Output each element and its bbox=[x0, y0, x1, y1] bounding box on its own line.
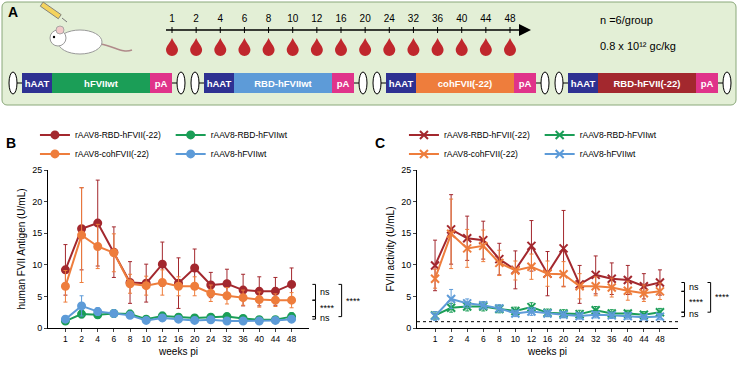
svg-text:6: 6 bbox=[112, 334, 117, 344]
svg-text:ns: ns bbox=[320, 313, 330, 323]
svg-text:RBD-hFVIIwt: RBD-hFVIIwt bbox=[254, 78, 312, 89]
svg-text:16: 16 bbox=[335, 13, 347, 24]
svg-text:25: 25 bbox=[32, 165, 42, 175]
svg-text:0: 0 bbox=[37, 323, 42, 333]
svg-text:10: 10 bbox=[287, 13, 299, 24]
svg-text:6: 6 bbox=[481, 334, 486, 344]
svg-text:48: 48 bbox=[504, 13, 516, 24]
svg-text:8: 8 bbox=[497, 334, 502, 344]
svg-text:rAAV8-RBD-hFVIIwt: rAAV8-RBD-hFVIIwt bbox=[580, 130, 657, 140]
svg-text:hAAT: hAAT bbox=[571, 78, 596, 89]
svg-text:2: 2 bbox=[193, 13, 199, 24]
svg-text:24: 24 bbox=[575, 334, 585, 344]
svg-text:4: 4 bbox=[95, 334, 100, 344]
svg-text:hFVIIwt: hFVIIwt bbox=[84, 78, 119, 89]
svg-text:20: 20 bbox=[559, 334, 569, 344]
svg-text:1: 1 bbox=[433, 334, 438, 344]
svg-text:rAAV8-cohFVII(-22): rAAV8-cohFVII(-22) bbox=[444, 149, 518, 159]
svg-text:6: 6 bbox=[242, 13, 248, 24]
svg-text:25: 25 bbox=[401, 165, 411, 175]
svg-text:5: 5 bbox=[37, 292, 42, 302]
svg-text:12: 12 bbox=[311, 13, 323, 24]
svg-text:10: 10 bbox=[141, 334, 151, 344]
svg-text:RBD-hFVII(-22): RBD-hFVII(-22) bbox=[613, 78, 680, 89]
svg-text:10: 10 bbox=[32, 260, 42, 270]
svg-text:hAAT: hAAT bbox=[389, 78, 414, 89]
svg-text:rAAV8-RBD-hFVII(-22): rAAV8-RBD-hFVII(-22) bbox=[75, 130, 161, 140]
svg-text:20: 20 bbox=[32, 197, 42, 207]
svg-text:ns: ns bbox=[320, 287, 330, 297]
svg-text:weeks pi: weeks pi bbox=[158, 346, 198, 357]
svg-text:****: **** bbox=[320, 303, 335, 313]
svg-text:48: 48 bbox=[287, 334, 297, 344]
svg-text:8: 8 bbox=[128, 334, 133, 344]
svg-text:ns: ns bbox=[689, 282, 699, 292]
svg-text:36: 36 bbox=[432, 13, 444, 24]
svg-text:15: 15 bbox=[32, 228, 42, 238]
svg-text:20: 20 bbox=[401, 197, 411, 207]
svg-text:15: 15 bbox=[401, 228, 411, 238]
svg-text:rAAV8-RBD-hFVII(-22): rAAV8-RBD-hFVII(-22) bbox=[444, 130, 530, 140]
svg-text:C: C bbox=[375, 135, 385, 151]
svg-text:44: 44 bbox=[271, 334, 281, 344]
svg-text:human FVII Antigen (U/mL): human FVII Antigen (U/mL) bbox=[16, 188, 27, 309]
svg-text:FVII activity (U/mL): FVII activity (U/mL) bbox=[385, 206, 396, 291]
svg-text:hAAT: hAAT bbox=[25, 78, 50, 89]
svg-text:pA: pA bbox=[701, 78, 714, 89]
svg-text:rAAV8-cohFVII(-22): rAAV8-cohFVII(-22) bbox=[75, 149, 149, 159]
svg-text:4: 4 bbox=[218, 13, 224, 24]
svg-text:32: 32 bbox=[222, 334, 232, 344]
svg-text:1: 1 bbox=[63, 334, 68, 344]
svg-text:12: 12 bbox=[158, 334, 168, 344]
svg-text:24: 24 bbox=[206, 334, 216, 344]
svg-text:n =6/group: n =6/group bbox=[600, 14, 653, 26]
svg-text:36: 36 bbox=[607, 334, 617, 344]
svg-text:2: 2 bbox=[449, 334, 454, 344]
svg-text:32: 32 bbox=[591, 334, 601, 344]
svg-text:cohFVII(-22): cohFVII(-22) bbox=[438, 78, 492, 89]
svg-text:40: 40 bbox=[623, 334, 633, 344]
svg-text:rAAV8-hFVIIwt: rAAV8-hFVIIwt bbox=[580, 149, 636, 159]
svg-text:pA: pA bbox=[155, 78, 168, 89]
svg-text:10: 10 bbox=[401, 260, 411, 270]
svg-text:rAAV8-RBD-hFVIIwt: rAAV8-RBD-hFVIIwt bbox=[211, 130, 288, 140]
svg-text:0: 0 bbox=[406, 323, 411, 333]
svg-text:44: 44 bbox=[480, 13, 492, 24]
svg-text:2: 2 bbox=[79, 334, 84, 344]
svg-text:20: 20 bbox=[190, 334, 200, 344]
svg-text:40: 40 bbox=[456, 13, 468, 24]
svg-text:****: **** bbox=[689, 297, 704, 307]
svg-text:5: 5 bbox=[406, 292, 411, 302]
svg-text:****: **** bbox=[715, 292, 730, 302]
svg-text:****: **** bbox=[346, 296, 361, 306]
svg-text:40: 40 bbox=[255, 334, 265, 344]
svg-text:4: 4 bbox=[465, 334, 470, 344]
svg-text:pA: pA bbox=[519, 78, 532, 89]
svg-text:weeks pi: weeks pi bbox=[527, 346, 567, 357]
svg-text:16: 16 bbox=[543, 334, 553, 344]
svg-text:24: 24 bbox=[384, 13, 396, 24]
svg-text:48: 48 bbox=[655, 334, 665, 344]
svg-text:B: B bbox=[6, 135, 16, 151]
svg-text:A: A bbox=[8, 4, 18, 20]
svg-text:20: 20 bbox=[360, 13, 372, 24]
svg-text:8: 8 bbox=[266, 13, 272, 24]
svg-text:0.8 x 10¹² gc/kg: 0.8 x 10¹² gc/kg bbox=[600, 40, 676, 52]
svg-text:1: 1 bbox=[169, 13, 175, 24]
svg-text:10: 10 bbox=[511, 334, 521, 344]
svg-text:12: 12 bbox=[527, 334, 537, 344]
svg-text:32: 32 bbox=[408, 13, 420, 24]
svg-text:pA: pA bbox=[337, 78, 350, 89]
svg-text:hAAT: hAAT bbox=[207, 78, 232, 89]
svg-text:44: 44 bbox=[639, 334, 649, 344]
svg-text:ns: ns bbox=[689, 309, 699, 319]
svg-text:36: 36 bbox=[238, 334, 248, 344]
svg-text:rAAV8-hFVIIwt: rAAV8-hFVIIwt bbox=[211, 149, 267, 159]
svg-text:16: 16 bbox=[174, 334, 184, 344]
